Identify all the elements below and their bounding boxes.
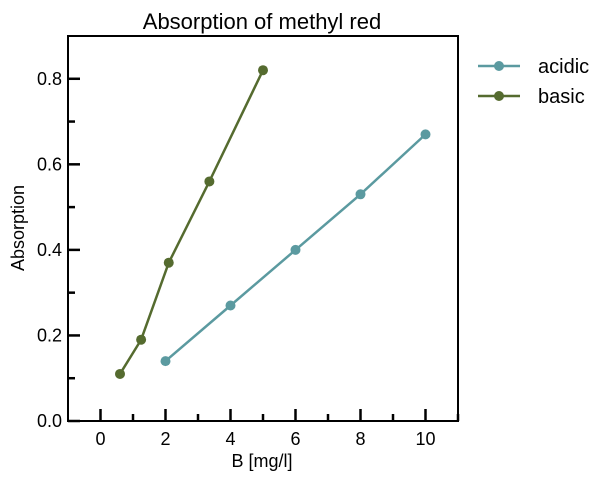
data-point-acidic <box>420 129 431 140</box>
series-basic <box>115 65 268 379</box>
legend: acidic basic <box>478 56 589 108</box>
series-layer <box>115 65 431 379</box>
y-tick-label: 0.8 <box>37 69 62 89</box>
data-point-acidic <box>355 189 366 200</box>
legend-item-basic: basic <box>478 86 585 108</box>
x-tick-label: 6 <box>290 429 300 449</box>
data-point-basic <box>136 334 147 345</box>
y-tick-label: 0.6 <box>37 154 62 174</box>
x-tick-label: 0 <box>95 429 105 449</box>
legend-swatch-marker <box>494 61 504 71</box>
legend-label: acidic <box>538 56 589 78</box>
x-tick-label: 10 <box>415 429 435 449</box>
x-tick-label: 8 <box>355 429 365 449</box>
legend-label: basic <box>538 86 585 108</box>
data-point-basic <box>115 368 125 379</box>
x-axis-label: B [mg/l] <box>231 451 292 471</box>
x-tick-label: 2 <box>160 429 170 449</box>
axis-ticks: 0 2 4 6 8 10 0.0 0.2 0.4 0.6 0.8 <box>37 69 460 449</box>
y-tick-label: 0.4 <box>37 240 62 260</box>
data-point-acidic <box>290 244 301 255</box>
series-line-basic <box>118 69 265 375</box>
data-point-acidic <box>160 356 171 367</box>
y-tick-label: 0.2 <box>37 325 62 345</box>
y-axis-label: Absorption <box>8 185 28 271</box>
data-point-acidic <box>225 300 236 311</box>
chart-title: Absorption of methyl red <box>143 9 381 34</box>
y-tick-label: 0.0 <box>37 411 62 431</box>
x-tick-label: 4 <box>225 429 235 449</box>
data-point-basic <box>204 176 215 187</box>
series-acidic <box>160 129 431 367</box>
legend-item-acidic: acidic <box>478 56 589 78</box>
data-point-basic <box>258 65 268 76</box>
data-point-basic <box>163 257 174 268</box>
legend-swatch-marker <box>494 91 504 101</box>
